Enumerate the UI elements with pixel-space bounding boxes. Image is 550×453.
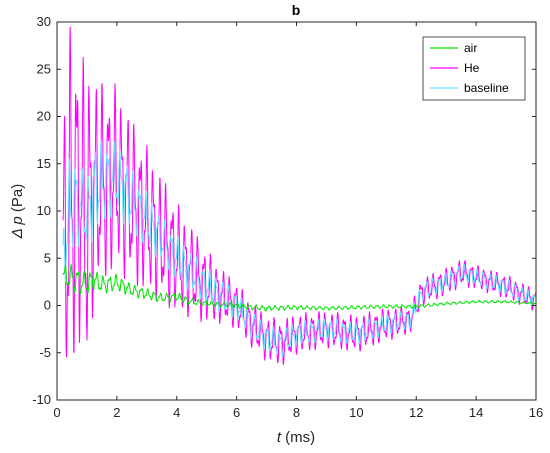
- series-line-baseline: [62, 140, 537, 357]
- x-tick-label: 16: [529, 405, 543, 420]
- series-layer: [62, 26, 537, 366]
- y-tick-label: -10: [32, 392, 51, 407]
- tick-layer: 0 2 4 6 8 10 12 14 16 -10 -5 0 5 10 15 20 25 30: [32, 14, 543, 420]
- y-tick-label: 5: [44, 250, 51, 265]
- y-axis-unit: (Pa): [9, 184, 26, 217]
- legend-label-air: air: [464, 41, 477, 55]
- x-axis-label: t (ms): [277, 429, 315, 446]
- x-tick-label: 12: [409, 405, 423, 420]
- series-line-air: [62, 264, 537, 312]
- y-tick-label: 30: [37, 14, 51, 29]
- x-tick-label: 10: [349, 405, 363, 420]
- y-tick-label: 20: [37, 109, 51, 124]
- y-tick-label: 25: [37, 61, 51, 76]
- x-tick-label: 6: [233, 405, 240, 420]
- x-axis-unit: (ms): [281, 429, 315, 446]
- y-tick-label: -5: [39, 345, 51, 360]
- y-axis-label: Δ p (Pa): [9, 184, 26, 240]
- x-tick-label: 4: [173, 405, 180, 420]
- y-tick-label: 15: [37, 156, 51, 171]
- y-axis-symbol: Δ p: [9, 216, 26, 239]
- x-tick-label: 2: [113, 405, 120, 420]
- y-tick-label: 10: [37, 203, 51, 218]
- x-tick-label: 0: [53, 405, 60, 420]
- legend-label-he: He: [464, 61, 480, 75]
- chart-title: b: [292, 2, 301, 18]
- y-tick-label: 0: [44, 298, 51, 313]
- x-axis-symbol: t: [277, 429, 282, 446]
- legend: air He baseline: [422, 36, 526, 101]
- legend-label-baseline: baseline: [464, 81, 509, 95]
- x-tick-label: 14: [469, 405, 483, 420]
- x-tick-label: 8: [293, 405, 300, 420]
